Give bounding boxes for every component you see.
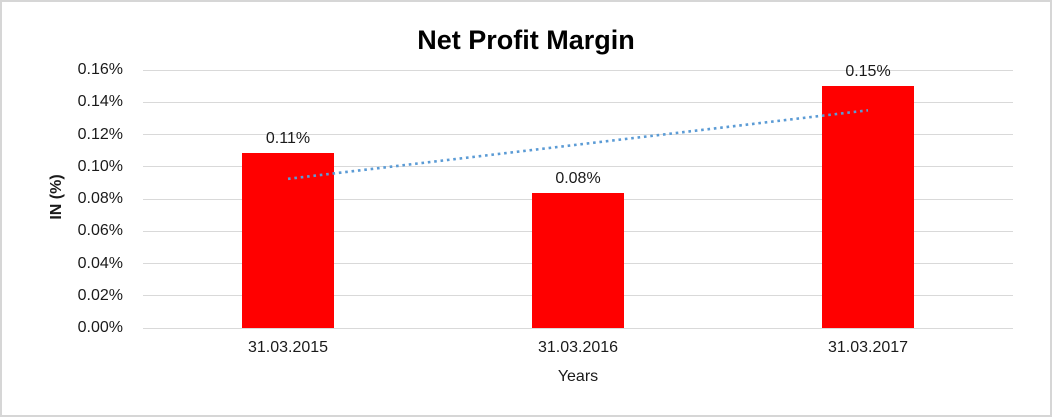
y-axis-tick-label: 0.02% <box>77 286 123 304</box>
y-axis-tick-label: 0.04% <box>77 254 123 272</box>
x-axis-tick-label: 31.03.2015 <box>247 339 329 356</box>
bar <box>822 86 914 328</box>
x-axis-tick-label: 31.03.2017 <box>827 339 909 356</box>
trendline <box>287 109 869 181</box>
gridline <box>143 327 1013 329</box>
y-axis-tick-label: 0.12% <box>77 125 123 143</box>
y-axis-tick-label: 0.14% <box>77 93 123 111</box>
x-axis-title: Years <box>557 368 599 385</box>
bar-value-label: 0.08% <box>555 170 601 188</box>
gridline <box>143 69 1013 71</box>
gridline <box>143 166 1013 168</box>
x-axis-tick-label: 31.03.2016 <box>537 339 619 356</box>
bar-value-label: 0.15% <box>845 63 891 81</box>
gridline <box>143 101 1013 103</box>
bar-value-label: 0.11% <box>265 130 311 148</box>
y-axis-tick-label: 0.10% <box>77 157 123 175</box>
y-axis-tick-label: 0.00% <box>77 319 123 336</box>
bar <box>242 153 334 328</box>
y-axis-tick-label: 0.06% <box>77 222 123 240</box>
bar <box>532 193 624 328</box>
y-axis-tick-label: 0.16% <box>77 61 123 78</box>
chart-title: Net Profit Margin <box>417 25 635 55</box>
plot-area: 0.11% 0.08% 0.15% <box>143 63 1013 329</box>
y-axis-tick-label: 0.08% <box>77 190 123 207</box>
gridline <box>143 134 1013 135</box>
